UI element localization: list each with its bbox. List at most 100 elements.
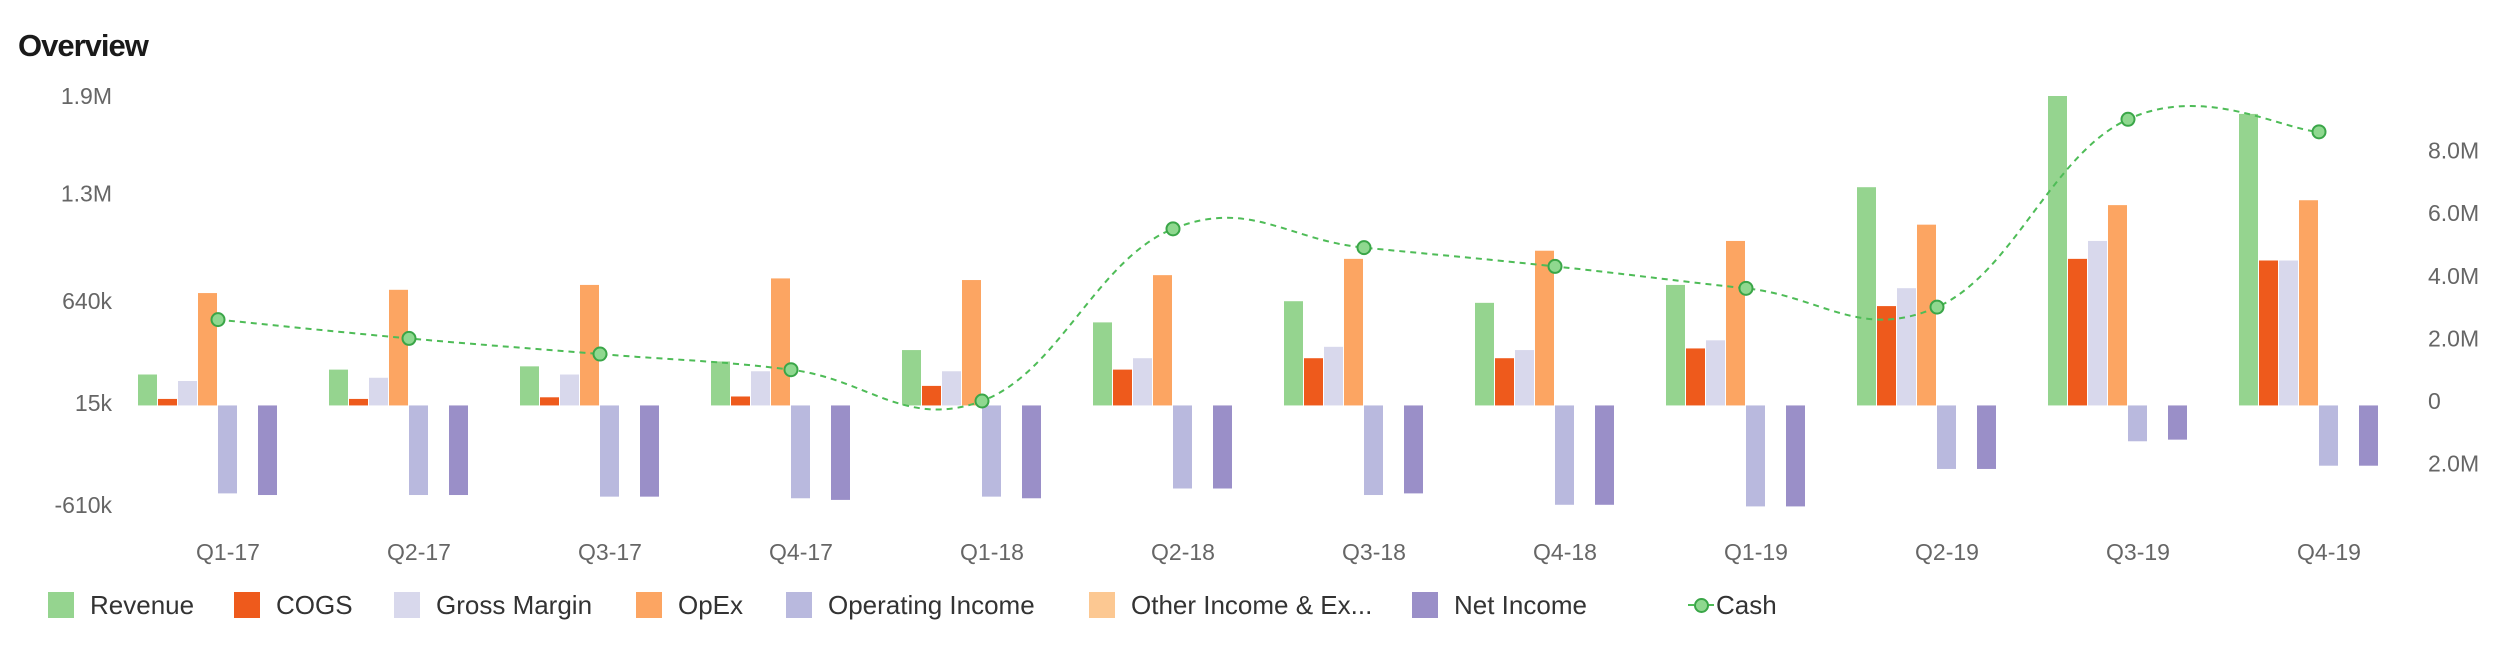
- bar-cogs: [158, 398, 177, 406]
- bar-net-income: [449, 405, 468, 496]
- bar-operating-income: [1746, 405, 1765, 507]
- bar-net-income: [1595, 405, 1614, 505]
- bar-cogs: [1304, 358, 1323, 406]
- cash-point: [783, 362, 799, 378]
- legend-label: Cash: [1716, 589, 1777, 620]
- bar-cogs: [922, 385, 941, 406]
- x-tick-label: Q3-17: [578, 539, 642, 565]
- bar-gross-margin: [1897, 288, 1916, 406]
- bar-revenue: [2239, 113, 2258, 406]
- cash-point: [210, 312, 226, 328]
- x-tick-label: Q2-18: [1151, 539, 1215, 565]
- bar-gross-margin: [942, 371, 961, 406]
- overview-chart: 1.9M 1.3M 640k 15k -610k 8.0M 6.0M 4.0M 2.0M 0 2.0…: [54, 83, 2479, 565]
- cash-point: [1356, 240, 1372, 256]
- bar-gross-margin: [2088, 240, 2107, 406]
- bar-cogs: [349, 398, 368, 406]
- bar-operating-income: [1937, 405, 1956, 469]
- legend-label: Other Income & Ex...: [1131, 589, 1373, 620]
- bar-operating-income: [1555, 405, 1574, 505]
- bar-opex: [389, 289, 408, 406]
- cash-point: [2120, 111, 2136, 127]
- legend-item-cogs[interactable]: COGS: [234, 580, 353, 630]
- bar-net-income: [1404, 405, 1423, 494]
- bar-gross-margin: [369, 377, 388, 406]
- bar-revenue: [138, 374, 157, 406]
- bar-opex: [1535, 250, 1554, 406]
- y-left-tick-label: 1.3M: [61, 181, 112, 207]
- bar-revenue: [711, 361, 730, 406]
- cash-line: [217, 105, 2320, 411]
- bar-revenue: [329, 369, 348, 406]
- y-left-tick-label: 15k: [75, 390, 113, 416]
- bar-net-income: [2359, 405, 2378, 466]
- bar-cogs: [1113, 369, 1132, 406]
- legend-swatch: [394, 592, 420, 618]
- cash-point: [592, 346, 608, 362]
- cash-point: [974, 393, 990, 409]
- bar-gross-margin: [178, 381, 197, 406]
- bar-net-income: [1213, 405, 1232, 489]
- cash-point: [401, 330, 417, 346]
- cash-point: [1165, 221, 1181, 237]
- x-tick-label: Q1-17: [196, 539, 260, 565]
- x-tick-label: Q1-19: [1724, 539, 1788, 565]
- bar-opex: [1726, 240, 1745, 406]
- bar-gross-margin: [1706, 340, 1725, 406]
- bar-cogs: [1686, 348, 1705, 406]
- legend-item-cash[interactable]: Cash: [1688, 580, 1777, 630]
- bar-operating-income: [2319, 405, 2338, 466]
- legend-label: Revenue: [90, 589, 195, 620]
- bar-operating-income: [2128, 405, 2147, 442]
- legend-item-net-income[interactable]: Net Income: [1412, 580, 1587, 630]
- legend-item-operating-income[interactable]: Operating Income: [786, 580, 1035, 630]
- y-right-tick-label: 2.0M: [2428, 325, 2479, 351]
- x-tick-label: Q2-19: [1915, 539, 1979, 565]
- legend-swatch: [48, 592, 74, 618]
- bar-revenue: [1666, 284, 1685, 406]
- bar-net-income: [1022, 405, 1041, 499]
- bar-opex: [2299, 200, 2318, 406]
- legend-item-opex[interactable]: OpEx: [636, 580, 743, 630]
- y-right-tick-label: 0: [2428, 388, 2441, 414]
- legend-item-other-income-ex[interactable]: Other Income & Ex...: [1089, 580, 1372, 630]
- bar-gross-margin: [1324, 346, 1343, 406]
- bar-revenue: [2048, 96, 2067, 406]
- y-left-tick-label: 1.9M: [61, 83, 112, 109]
- y-right-tick-label: 8.0M: [2428, 138, 2479, 164]
- bar-cogs: [2259, 260, 2278, 406]
- bar-net-income: [258, 405, 277, 496]
- bar-opex: [2108, 205, 2127, 406]
- legend-swatch: [1412, 592, 1438, 618]
- legend-item-gross-margin[interactable]: Gross Margin: [394, 580, 592, 630]
- legend-item-revenue[interactable]: Revenue: [48, 580, 194, 630]
- bar-net-income: [1977, 405, 1996, 469]
- legend-label: Operating Income: [828, 589, 1035, 620]
- bar-revenue: [1093, 322, 1112, 406]
- page-title: Overview: [18, 28, 149, 63]
- bar-revenue: [1475, 302, 1494, 406]
- bar-net-income: [1786, 405, 1805, 507]
- bar-operating-income: [409, 405, 428, 496]
- bar-gross-margin: [751, 371, 770, 406]
- bar-revenue: [1857, 187, 1876, 406]
- bar-cogs: [1877, 306, 1896, 406]
- bar-operating-income: [982, 405, 1001, 497]
- bar-cogs: [731, 396, 750, 406]
- bar-cogs: [2068, 258, 2087, 406]
- bar-net-income: [640, 405, 659, 497]
- bar-operating-income: [600, 405, 619, 497]
- x-tick-label: Q1-18: [960, 539, 1024, 565]
- bar-cogs: [540, 397, 559, 406]
- y-left-tick-label: 640k: [62, 288, 112, 314]
- bar-opex: [1153, 275, 1172, 406]
- x-tick-label: Q2-17: [387, 539, 451, 565]
- legend-swatch: [234, 592, 260, 618]
- bar-gross-margin: [560, 374, 579, 406]
- chart-legend: Revenue COGS Gross Margin OpEx Operating Inc…: [0, 580, 2500, 630]
- legend-swatch: [1089, 592, 1115, 618]
- x-tick-label: Q4-18: [1533, 539, 1597, 565]
- bar-net-income: [831, 405, 850, 500]
- bar-opex: [1917, 224, 1936, 406]
- cash-point: [1929, 299, 1945, 315]
